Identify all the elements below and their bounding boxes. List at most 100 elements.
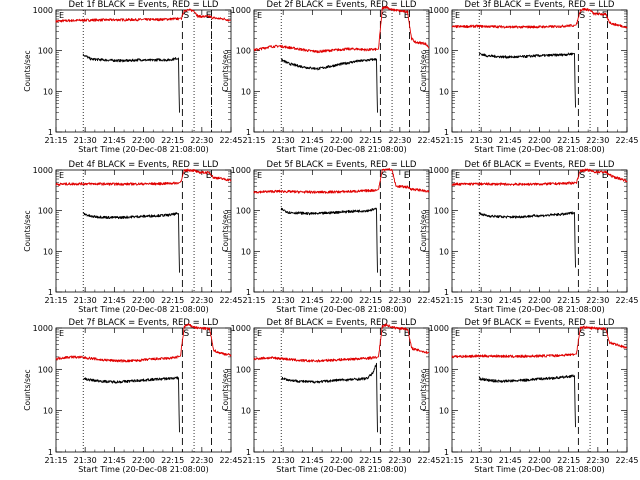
events-trace <box>478 211 576 268</box>
y-tick-label: 100 <box>236 207 251 216</box>
chart-title: Det 3f BLACK = Events, RED = LLD <box>465 0 615 10</box>
x-tick-label: 22:15 <box>557 456 580 465</box>
x-tick-label: 21:45 <box>499 456 522 465</box>
x-tick-label: 22:00 <box>132 136 155 145</box>
y-axis-label: Counts/sec <box>419 50 428 91</box>
x-tick-label: 21:45 <box>499 136 522 145</box>
y-tick-label: 1 <box>246 128 251 137</box>
events-trace <box>82 212 180 273</box>
x-tick-label: 22:45 <box>219 136 242 145</box>
corner-marker-label: E <box>257 11 262 20</box>
saa-marker-label: S <box>184 171 190 181</box>
x-tick-label: 21:45 <box>301 136 324 145</box>
y-tick-label: 1 <box>246 448 251 457</box>
x-tick-label: 21:45 <box>103 136 126 145</box>
x-tick-label: 21:45 <box>499 296 522 305</box>
x-tick-label: 21:15 <box>440 136 463 145</box>
chart-title: Det 6f BLACK = Events, RED = LLD <box>465 160 615 170</box>
y-axis-label: Counts/sec <box>23 210 32 251</box>
x-tick-label: 21:30 <box>74 136 97 145</box>
x-tick-label: 22:15 <box>359 136 382 145</box>
x-tick-label: 22:30 <box>586 456 609 465</box>
y-tick-label: 100 <box>236 365 251 374</box>
chart-panel: Det 7f BLACK = Events, RED = LLD 1 10 100 10… <box>23 318 243 474</box>
corner-marker-label: E <box>59 171 64 180</box>
corner-marker-label: E <box>257 171 262 180</box>
y-tick-label: 10 <box>43 87 53 96</box>
x-tick-label: 21:15 <box>242 136 265 145</box>
y-axis-label: Counts/sec <box>221 50 230 91</box>
y-tick-label: 10 <box>43 247 53 256</box>
x-tick-label: 22:15 <box>557 296 580 305</box>
eclipse-marker-label: E <box>602 11 608 21</box>
x-axis-label: Start Time (20-Dec-08 21:08:00) <box>276 305 407 314</box>
x-tick-label: 21:30 <box>470 456 493 465</box>
plot-frame <box>55 9 232 133</box>
x-tick-label: 22:45 <box>219 456 242 465</box>
y-tick-label: 10 <box>241 247 251 256</box>
y-tick-label: 1 <box>48 288 53 297</box>
x-tick-label: 21:15 <box>44 296 67 305</box>
y-axis-label: Counts/sec <box>221 369 230 410</box>
y-tick-label: 100 <box>38 47 53 56</box>
chart-panel: Det 1f BLACK = Events, RED = LLD 1 10 100 10… <box>23 0 243 154</box>
x-axis-label: Start Time (20-Dec-08 21:08:00) <box>474 465 605 474</box>
x-tick-label: 22:15 <box>161 136 184 145</box>
x-tick-label: 22:00 <box>132 296 155 305</box>
x-tick-label: 22:00 <box>330 296 353 305</box>
events-trace <box>281 362 378 433</box>
x-tick-label: 21:15 <box>440 456 463 465</box>
x-tick-label: 21:15 <box>242 456 265 465</box>
x-axis-label: Start Time (20-Dec-08 21:08:00) <box>78 305 209 314</box>
x-axis-label: Start Time (20-Dec-08 21:08:00) <box>276 145 407 154</box>
x-tick-label: 21:15 <box>44 456 67 465</box>
saa-marker-label: S <box>382 171 388 181</box>
y-tick-label: 10 <box>43 407 53 416</box>
x-tick-label: 22:45 <box>615 296 638 305</box>
y-tick-label: 1 <box>444 128 449 137</box>
lld-trace <box>253 323 430 363</box>
lld-trace <box>253 168 430 194</box>
events-trace <box>280 207 378 273</box>
x-tick-label: 22:45 <box>615 456 638 465</box>
corner-marker-label: E <box>455 329 460 338</box>
x-tick-label: 21:30 <box>470 296 493 305</box>
eclipse-marker-label: E <box>404 171 410 181</box>
x-tick-label: 21:30 <box>470 136 493 145</box>
x-tick-label: 22:45 <box>417 296 440 305</box>
chart-title: Det 8f BLACK = Events, RED = LLD <box>267 318 417 328</box>
x-tick-label: 22:15 <box>161 296 184 305</box>
chart-panel: Det 2f BLACK = Events, RED = LLD 1 10 100 10… <box>221 0 441 154</box>
chart-title: Det 1f BLACK = Events, RED = LLD <box>69 0 219 10</box>
eclipse-marker-label: E <box>206 329 212 339</box>
chart-title: Det 9f BLACK = Events, RED = LLD <box>465 318 615 328</box>
x-tick-label: 21:30 <box>272 296 295 305</box>
y-axis-label: Counts/sec <box>221 210 230 251</box>
eclipse-marker-label: E <box>602 329 608 339</box>
y-tick-label: 1 <box>444 288 449 297</box>
lld-trace <box>451 325 628 359</box>
plot-frame <box>253 169 430 293</box>
x-tick-label: 22:30 <box>190 296 213 305</box>
y-tick-label: 100 <box>38 365 53 374</box>
events-trace <box>83 376 180 433</box>
x-tick-label: 21:45 <box>103 456 126 465</box>
y-tick-label: 1000 <box>231 166 251 175</box>
events-trace <box>281 57 378 113</box>
chart-panel: Det 4f BLACK = Events, RED = LLD 1 10 100 10… <box>23 160 243 314</box>
x-tick-label: 22:30 <box>190 456 213 465</box>
events-trace <box>478 374 576 428</box>
x-tick-label: 21:15 <box>242 296 265 305</box>
x-tick-label: 21:15 <box>44 136 67 145</box>
x-axis-label: Start Time (20-Dec-08 21:08:00) <box>474 145 605 154</box>
y-tick-label: 1000 <box>429 324 449 333</box>
corner-marker-label: E <box>455 11 460 20</box>
x-tick-label: 22:45 <box>417 136 440 145</box>
x-tick-label: 21:30 <box>74 296 97 305</box>
eclipse-marker-label: E <box>602 171 608 181</box>
plot-frame <box>451 169 628 293</box>
saa-marker-label: S <box>580 329 586 339</box>
corner-marker-label: E <box>257 329 262 338</box>
saa-marker-label: S <box>580 171 586 181</box>
